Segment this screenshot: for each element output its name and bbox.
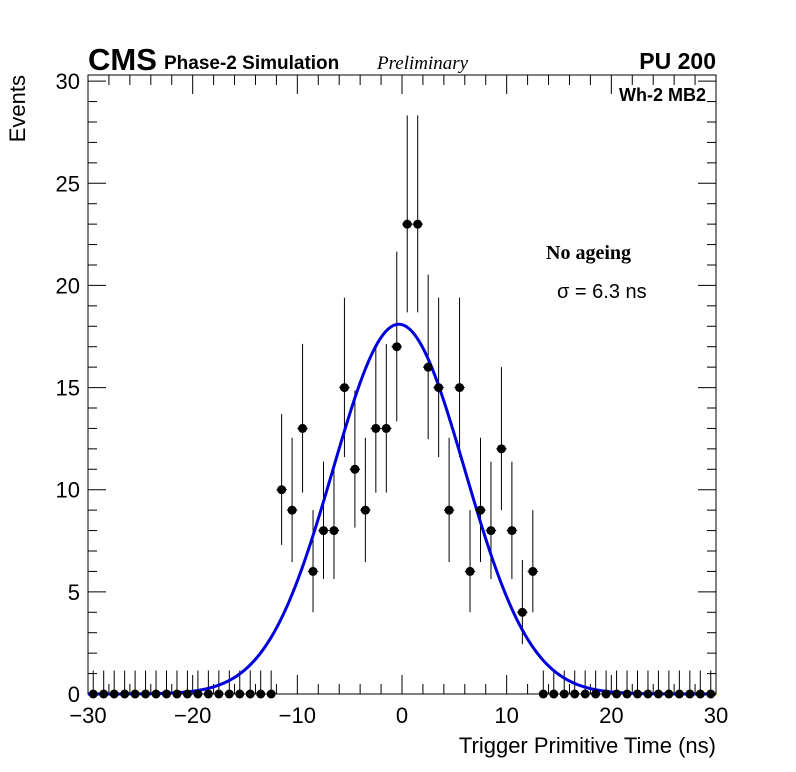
data-point bbox=[476, 505, 485, 515]
data-point bbox=[245, 689, 255, 699]
data-point bbox=[496, 444, 506, 454]
data-point bbox=[371, 423, 381, 433]
data-point bbox=[277, 485, 287, 495]
y-tick-label: 20 bbox=[56, 273, 80, 298]
resolution-label: σ = 6.3 ns bbox=[557, 281, 647, 303]
data-point bbox=[172, 689, 182, 699]
data-point bbox=[695, 689, 705, 699]
data-point bbox=[622, 689, 632, 699]
data-point bbox=[685, 689, 695, 699]
data-point bbox=[130, 689, 140, 699]
data-point bbox=[633, 689, 642, 699]
data-point bbox=[287, 505, 297, 515]
data-point bbox=[507, 526, 517, 536]
condition-label: No ageing bbox=[546, 242, 631, 264]
data-point bbox=[580, 689, 590, 699]
experiment-label: CMS bbox=[88, 42, 157, 77]
data-point bbox=[570, 689, 580, 699]
data-point bbox=[517, 607, 527, 617]
data-point bbox=[329, 526, 339, 536]
region-label: Wh-2 MB2 bbox=[619, 85, 706, 105]
data-point bbox=[455, 383, 465, 393]
data-point bbox=[538, 689, 548, 699]
data-point bbox=[99, 689, 109, 699]
data-point bbox=[120, 689, 130, 699]
data-point bbox=[591, 689, 601, 699]
data-point bbox=[360, 505, 370, 515]
data-point bbox=[612, 689, 622, 699]
x-tick-label: −20 bbox=[174, 703, 211, 728]
data-point bbox=[339, 383, 349, 393]
data-point bbox=[413, 219, 423, 229]
data-point bbox=[664, 689, 674, 699]
data-point bbox=[88, 689, 98, 699]
data-point bbox=[141, 689, 151, 699]
data-point bbox=[434, 383, 444, 393]
axis-ticks bbox=[87, 75, 717, 695]
data-point bbox=[465, 566, 475, 576]
data-point bbox=[674, 689, 684, 699]
x-tick-label: −10 bbox=[279, 703, 316, 728]
data-point bbox=[423, 362, 433, 372]
data-point bbox=[109, 689, 119, 699]
data-point bbox=[601, 689, 611, 699]
y-tick-label: 10 bbox=[56, 478, 80, 503]
x-tick-label: 0 bbox=[396, 703, 408, 728]
y-tick-label: 0 bbox=[68, 682, 80, 707]
data-point bbox=[643, 689, 653, 699]
data-markers bbox=[88, 219, 716, 699]
data-point bbox=[319, 526, 328, 536]
data-point bbox=[182, 689, 192, 699]
data-point bbox=[298, 423, 308, 433]
data-point bbox=[350, 464, 360, 474]
error-bars bbox=[88, 115, 716, 695]
x-axis-title: Trigger Primitive Time (ns) bbox=[459, 733, 716, 758]
pileup-label: PU 200 bbox=[639, 48, 716, 74]
x-tick-label: 30 bbox=[704, 703, 728, 728]
data-point bbox=[266, 689, 276, 699]
data-point bbox=[203, 689, 213, 699]
axis-tick-labels: −30 −20 −10 0 10 20 30 0 5 10 15 20 25 30 bbox=[56, 69, 729, 728]
data-point bbox=[528, 566, 538, 576]
x-tick-label: 10 bbox=[494, 703, 518, 728]
data-point bbox=[559, 689, 569, 699]
data-point bbox=[381, 423, 391, 433]
y-tick-label: 15 bbox=[56, 376, 80, 401]
data-point bbox=[653, 689, 663, 699]
y-tick-label: 25 bbox=[56, 171, 80, 196]
x-tick-label: −30 bbox=[69, 703, 106, 728]
subtitle-label: Phase-2 Simulation bbox=[164, 53, 339, 74]
data-point bbox=[549, 689, 559, 699]
data-point bbox=[402, 219, 412, 229]
data-point bbox=[224, 689, 234, 699]
data-point bbox=[392, 342, 402, 352]
y-axis-title: Events bbox=[5, 75, 30, 142]
data-point bbox=[444, 505, 454, 515]
y-tick-label: 5 bbox=[68, 580, 80, 605]
data-point bbox=[214, 689, 224, 699]
data-point bbox=[486, 526, 496, 536]
data-point bbox=[235, 689, 245, 699]
data-point bbox=[193, 689, 203, 699]
x-tick-label: 20 bbox=[599, 703, 623, 728]
plot-frame bbox=[87, 74, 717, 695]
y-tick-label: 30 bbox=[56, 69, 80, 94]
data-point bbox=[162, 689, 171, 699]
data-point bbox=[151, 689, 161, 699]
data-point bbox=[256, 689, 266, 699]
gaussian-fit-curve bbox=[88, 322, 716, 696]
data-point bbox=[706, 689, 716, 699]
status-label: Preliminary bbox=[376, 53, 469, 74]
data-point bbox=[308, 566, 318, 576]
